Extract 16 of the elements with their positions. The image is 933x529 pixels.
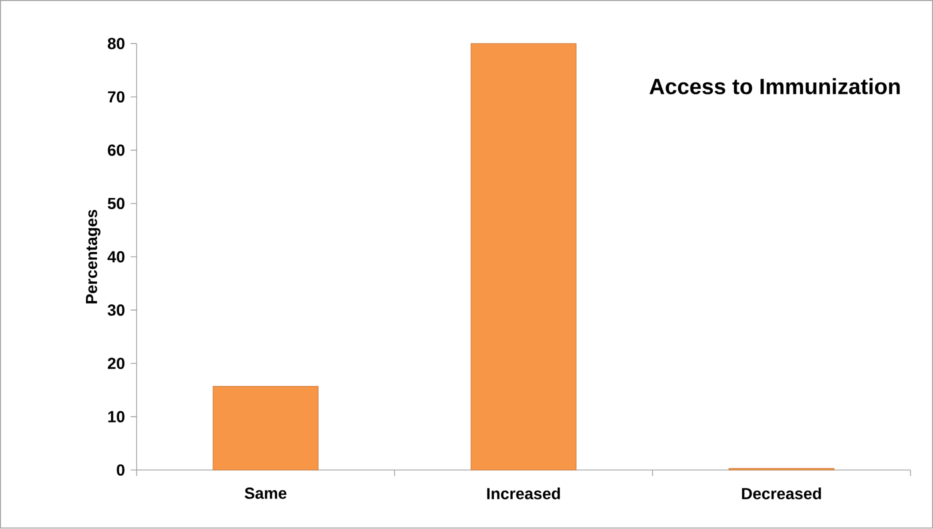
y-tick-label: 0	[116, 464, 124, 476]
bar	[470, 43, 576, 471]
y-tick-label: 40	[108, 251, 124, 263]
bar	[212, 386, 318, 471]
x-tick-label: Increased	[487, 488, 560, 500]
y-tick-label: 10	[108, 411, 124, 423]
text: Access to Immunization	[650, 78, 900, 95]
y-tick-label: 60	[108, 144, 124, 156]
y-tick-label: 30	[108, 304, 124, 316]
y-axis-title: Percentages	[86, 210, 100, 304]
x-tick-label: Same	[244, 488, 286, 500]
y-tick-label: 50	[108, 198, 124, 210]
x-tick-label: Decreased	[742, 488, 821, 500]
y-tick-label: 70	[108, 91, 124, 103]
y-tick-label: 80	[108, 38, 124, 50]
y-tick-label: 20	[108, 358, 124, 370]
